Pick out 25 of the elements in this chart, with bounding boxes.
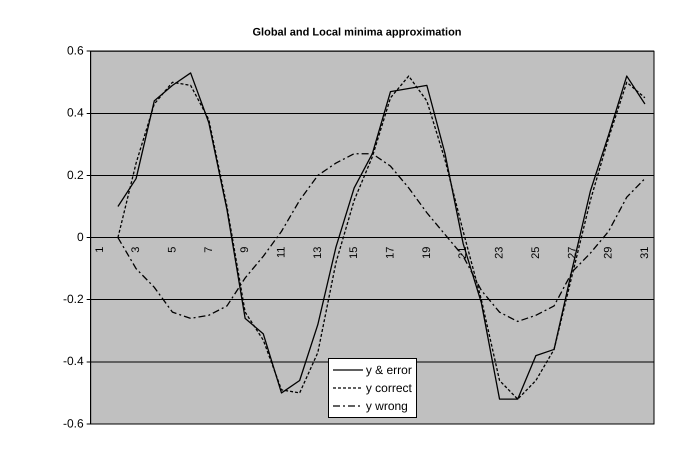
x-tick-label: 9 [239, 246, 252, 253]
x-tick-label: 5 [166, 246, 178, 253]
legend-label: y wrong [366, 399, 408, 413]
x-tick-label: 11 [276, 246, 288, 258]
y-tick-label: -0.6 [62, 416, 84, 430]
x-tick-label: 7 [202, 246, 215, 253]
y-tick-label: -0.2 [62, 292, 84, 306]
x-tick-label: 15 [348, 246, 360, 259]
x-tick-label: 17 [384, 246, 397, 259]
y-tick-label: 0.4 [66, 106, 84, 120]
y-tick-label: 0.6 [66, 44, 84, 58]
x-tick-label: 31 [638, 246, 651, 259]
legend-label: y & error [366, 363, 412, 377]
y-tick-label: 0 [76, 230, 84, 244]
x-tick-label: 19 [420, 246, 433, 259]
x-tick-label: 3 [130, 246, 142, 253]
chart-title: Global and Local minima approximation [252, 26, 462, 39]
x-tick-label: 1 [94, 246, 106, 253]
x-tick-label: 25 [530, 246, 542, 259]
y-tick-label: -0.4 [62, 354, 84, 368]
x-tick-label: 23 [494, 246, 506, 259]
y-tick-label: 0.2 [66, 168, 84, 182]
x-tick-label: 13 [312, 246, 324, 259]
legend-label: y correct [366, 381, 412, 395]
x-tick-label: 29 [602, 246, 615, 259]
